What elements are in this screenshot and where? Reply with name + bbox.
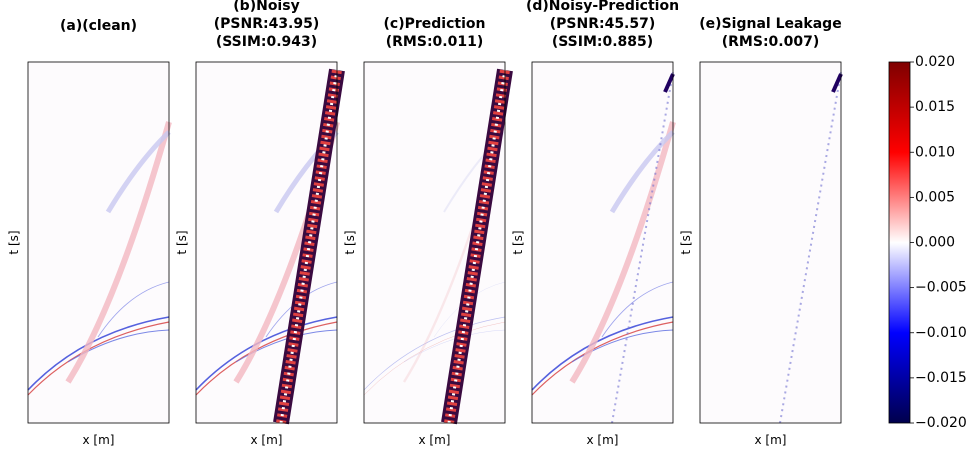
y-axis-label: t [s] bbox=[511, 230, 525, 254]
panel-title: (PSNR:43.95) bbox=[214, 16, 320, 32]
axes-frame bbox=[27, 61, 170, 424]
noise-band bbox=[441, 68, 513, 425]
y-axis-label: t [s] bbox=[7, 230, 21, 254]
y-axis-label: t [s] bbox=[679, 230, 693, 254]
axes-frame bbox=[195, 61, 338, 424]
image-bg bbox=[532, 62, 673, 423]
panel-title: (d)Noisy-Prediction bbox=[526, 0, 679, 14]
x-axis-label: x [m] bbox=[419, 433, 451, 447]
event bbox=[65, 121, 172, 384]
y-axis-label: t [s] bbox=[343, 230, 357, 254]
colorbar-tick-label: −0.005 bbox=[915, 280, 967, 296]
x-axis-label: x [m] bbox=[251, 433, 283, 447]
colorbar-tick-label: 0.000 bbox=[915, 235, 955, 251]
event bbox=[571, 329, 674, 363]
event bbox=[363, 316, 506, 391]
panel-title: (RMS:0.011) bbox=[386, 34, 483, 50]
event bbox=[569, 121, 676, 384]
event bbox=[195, 321, 338, 396]
leakage bbox=[831, 73, 843, 93]
panel-title: (e)Signal Leakage bbox=[699, 16, 841, 32]
panel-title: (RMS:0.007) bbox=[722, 34, 819, 50]
event bbox=[105, 130, 171, 214]
panel-title: (b)Noisy bbox=[233, 0, 299, 14]
noise-band bbox=[273, 68, 345, 425]
seismic-image bbox=[195, 61, 345, 425]
panel-title: (PSNR:45.57) bbox=[550, 16, 656, 32]
event bbox=[609, 130, 675, 214]
image-bg bbox=[28, 62, 169, 423]
axes-frame bbox=[531, 61, 674, 424]
x-axis-label: x [m] bbox=[755, 433, 787, 447]
colorbar-tick-label: 0.020 bbox=[915, 54, 955, 70]
colorbar-tick-label: 0.005 bbox=[915, 189, 955, 205]
colorbar-tick-label: 0.015 bbox=[915, 99, 955, 115]
axes-frame bbox=[699, 61, 842, 424]
x-axis-label: x [m] bbox=[587, 433, 619, 447]
event bbox=[97, 281, 170, 338]
seismic-image bbox=[363, 61, 513, 425]
seismic-image bbox=[27, 61, 172, 424]
event bbox=[27, 321, 170, 396]
event bbox=[601, 281, 674, 338]
event bbox=[363, 321, 506, 396]
event bbox=[531, 321, 674, 396]
colorbar-tick-label: 0.010 bbox=[915, 144, 955, 160]
colorbar bbox=[888, 61, 911, 424]
panel-title: (c)Prediction bbox=[384, 16, 486, 32]
seismic-image bbox=[699, 61, 843, 424]
image-bg bbox=[700, 62, 841, 423]
x-axis-label: x [m] bbox=[83, 433, 115, 447]
axes-frame bbox=[363, 61, 506, 424]
event bbox=[67, 329, 170, 363]
panel-title: (SSIM:0.885) bbox=[552, 34, 653, 50]
panel-title: (SSIM:0.943) bbox=[216, 34, 317, 50]
leakage bbox=[663, 73, 675, 93]
seismic-image bbox=[531, 61, 676, 424]
colorbar-tick-label: −0.020 bbox=[915, 415, 967, 431]
y-axis-label: t [s] bbox=[175, 230, 189, 254]
colorbar-tick-label: −0.015 bbox=[915, 370, 967, 386]
panel-title: (a)(clean) bbox=[60, 18, 137, 34]
colorbar-tick-label: −0.010 bbox=[915, 325, 967, 341]
